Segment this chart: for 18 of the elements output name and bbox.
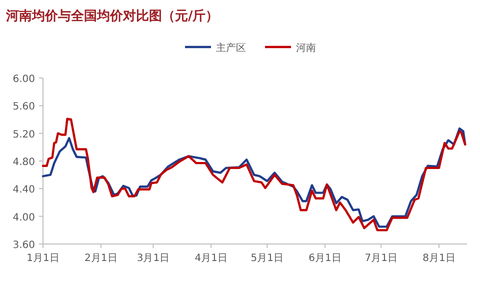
y-tick-label: 3.60 <box>12 240 35 251</box>
y-tick-label: 6.00 <box>12 74 35 85</box>
y-tick-label: 4.00 <box>12 212 35 224</box>
y-tick-label: 4.80 <box>12 157 35 168</box>
x-tick-label: 4月1日 <box>194 253 228 264</box>
legend-label: 河南 <box>296 42 316 54</box>
x-tick-label: 6月1日 <box>308 253 342 264</box>
x-tick-label: 5月1日 <box>250 253 284 264</box>
chart-title: 河南均价与全国均价对比图（元/斤） <box>5 8 219 24</box>
y-tick-label: 4.40 <box>12 184 35 196</box>
x-tick-label: 7月1日 <box>364 253 398 264</box>
y-tick-label: 5.20 <box>12 129 35 140</box>
y-tick-label: 5.60 <box>12 102 35 113</box>
x-tick-label: 3月1日 <box>136 253 170 264</box>
x-tick-label: 8月1日 <box>422 253 456 264</box>
x-tick-label: 1月1日 <box>26 253 60 264</box>
legend-label: 主产区 <box>216 42 246 54</box>
x-tick-label: 2月1日 <box>84 253 118 264</box>
